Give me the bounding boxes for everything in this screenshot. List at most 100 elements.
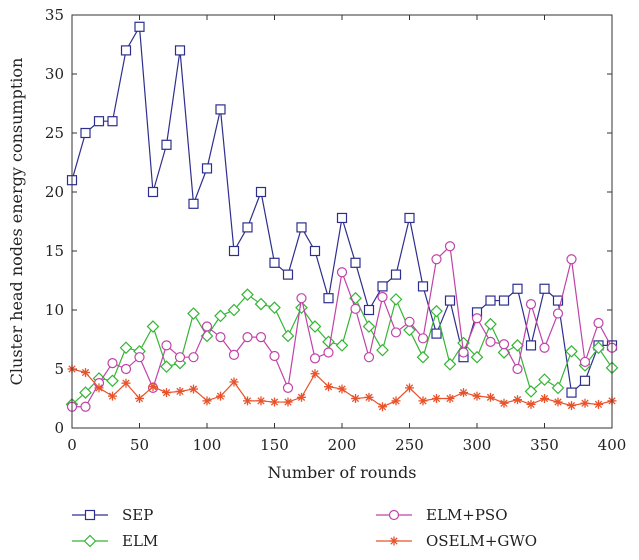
data-point [297,392,306,402]
data-point [134,352,145,363]
data-point [470,350,484,364]
data-point [377,291,388,303]
data-point [269,350,280,362]
series-oselm-gwo [67,364,617,412]
data-point [229,377,239,387]
data-point [486,392,495,402]
data-point [579,356,591,368]
data-point [351,394,360,403]
data-point [107,116,118,127]
data-point [565,344,578,358]
data-point [80,127,91,139]
data-point [187,307,200,320]
data-point [551,381,565,395]
data-point [135,394,144,403]
data-point [418,396,428,406]
data-point [499,398,509,408]
x-tick-label: 0 [67,436,77,454]
legend-label: ELM [122,532,158,550]
data-point [335,339,349,352]
data-point [444,241,456,252]
data-point [417,333,429,344]
data-point [485,336,496,347]
data-point [431,328,442,339]
data-point [309,245,321,257]
data-point [553,397,563,407]
data-point [416,350,430,364]
data-point [350,257,361,268]
data-point [106,374,119,388]
data-point [161,139,172,150]
data-point [108,391,117,401]
data-point [160,360,173,373]
y-tick-label: 35 [45,6,64,24]
data-point [485,295,496,306]
series-lines [65,21,619,412]
data-point [430,304,443,318]
data-point [540,394,549,403]
data-point [445,394,455,403]
data-point [403,323,416,337]
data-point [484,317,497,331]
data-point [580,398,590,408]
data-point [162,388,171,398]
data-point [498,339,510,350]
data-point [431,254,442,265]
data-point [594,399,603,409]
data-point [243,396,252,406]
data-point [592,341,605,355]
data-point [376,343,389,357]
data-point [404,212,415,224]
data-point [512,283,523,294]
data-point [512,363,523,375]
data-point [175,386,185,396]
y-tick-label: 5 [54,360,64,378]
data-point [336,267,348,278]
x-tick-label: 100 [193,436,222,454]
legend-item: ELM+PSO [376,506,508,524]
x-tick-label: 300 [463,436,492,454]
data-point [161,340,172,351]
data-point [268,301,281,314]
y-tick-label: 30 [45,65,64,83]
data-point [567,401,576,411]
data-point [215,104,226,115]
legend-label: SEP [122,506,153,524]
y-tick-label: 15 [45,242,64,260]
data-point [81,368,90,378]
data-point [120,45,132,56]
data-point [283,397,293,407]
data-point [472,391,482,401]
data-point [525,340,537,351]
x-tick-label: 250 [395,436,424,454]
data-point [390,269,402,280]
data-point [524,385,538,398]
data-point [458,347,469,358]
data-point [188,198,199,209]
data-point [202,396,212,406]
data-point [324,382,333,392]
data-point [309,353,321,364]
data-point [228,349,240,360]
y-tick-label: 25 [45,124,64,142]
data-point [119,341,133,355]
data-point [79,386,92,399]
x-tick-label: 200 [328,436,357,454]
data-point [363,304,375,316]
tick-labels: 0 50 100 150 200 250 300 350 400 0 5 10 15 20 25 30 35 [45,6,626,454]
data-point [216,391,225,401]
y-tick-label: 0 [54,419,64,437]
data-point [295,301,308,314]
data-point [526,399,536,409]
legend-item: SEP [72,506,153,524]
data-point [350,303,361,314]
data-point [241,288,254,302]
data-point [147,186,159,198]
plot-frame [71,14,613,429]
x-axis-label: Number of rounds [268,463,417,482]
x-tick-label: 350 [530,436,559,454]
data-point [538,373,551,386]
data-point [552,308,564,319]
data-point [189,384,198,394]
